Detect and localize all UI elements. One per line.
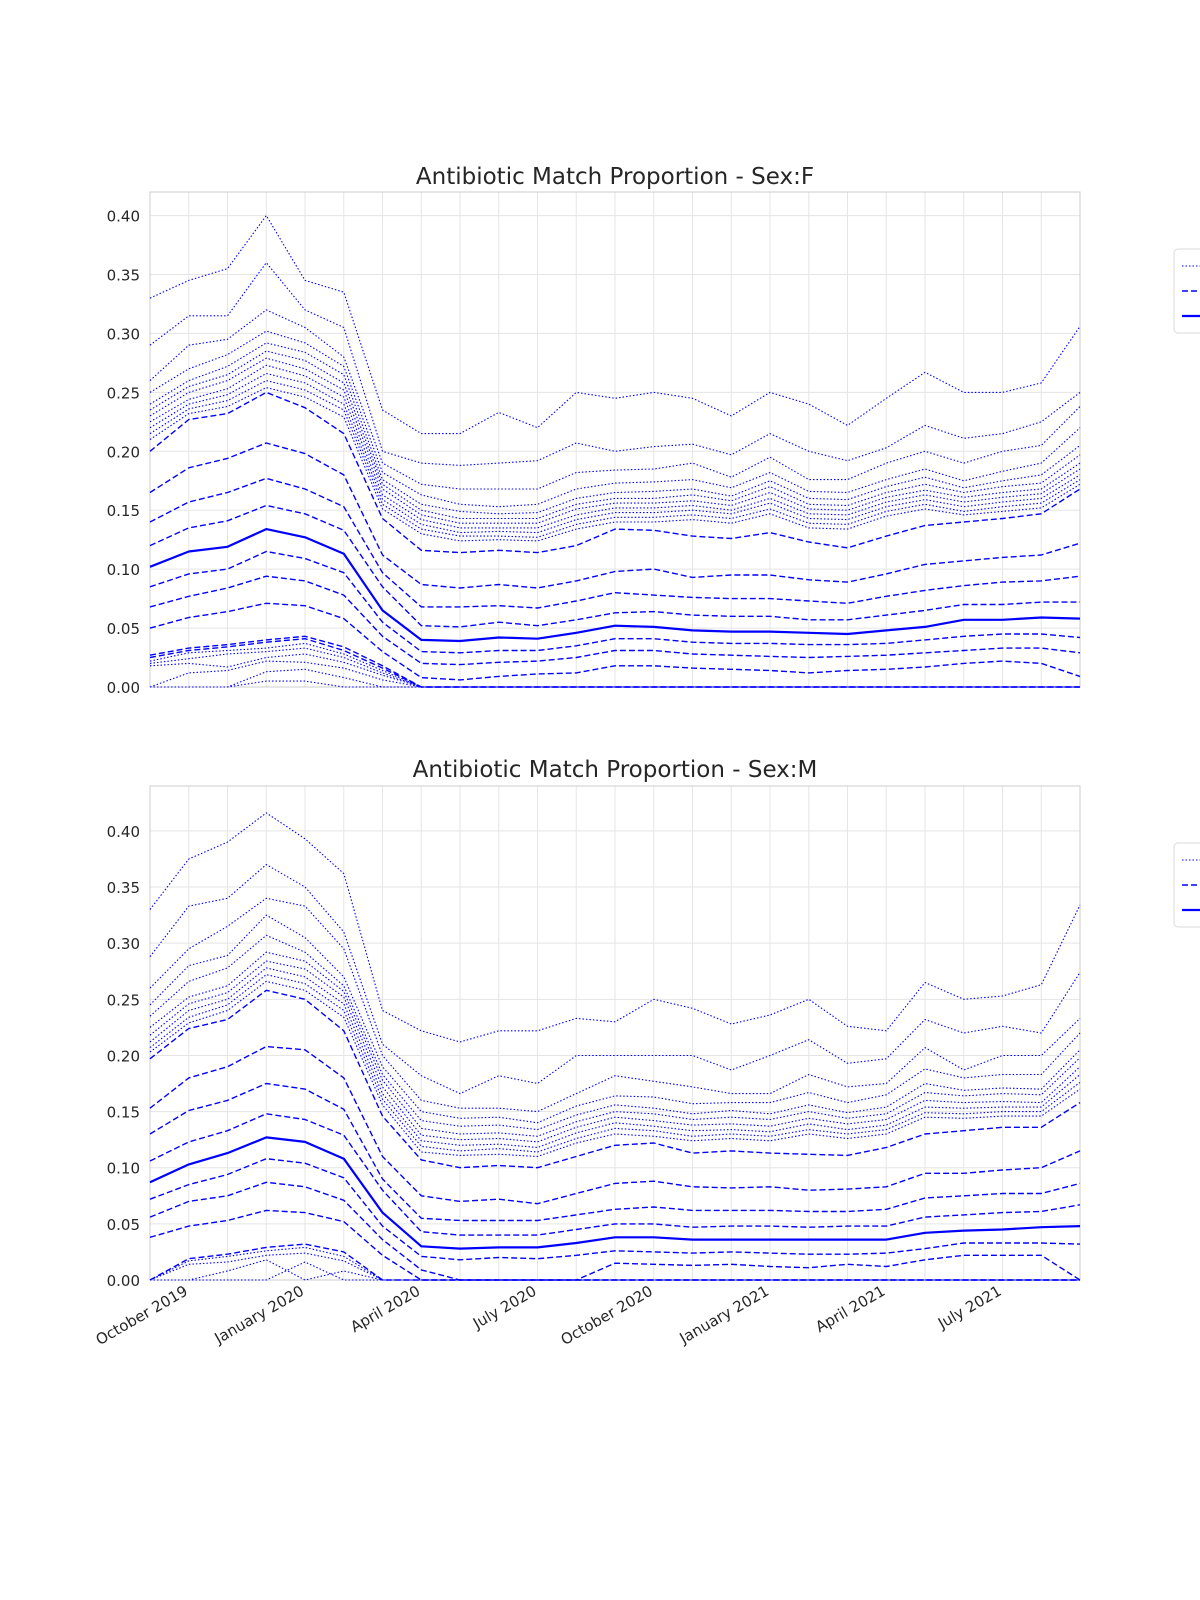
- series-line-2: [149, 864, 1081, 1095]
- y-tick-label: 0.40: [107, 208, 140, 226]
- series-line-11: [149, 989, 1081, 1169]
- series-line-16: [149, 1157, 1081, 1261]
- y-tick-label: 0.00: [107, 1272, 140, 1290]
- series-line-12: [149, 391, 1081, 554]
- y-tick-label: 0.05: [107, 620, 140, 638]
- series-line-1: [149, 812, 1081, 1043]
- series-line-5: [149, 934, 1081, 1131]
- series-line-13: [149, 442, 1081, 589]
- chart-title: Antibiotic Match Proportion - Sex:F: [416, 164, 814, 190]
- grid: [149, 786, 1081, 1281]
- series-line-27: [150, 680, 1080, 688]
- series-line-3: [149, 309, 1081, 490]
- chart-panel-1: 0.00 0.05 0.10 0.15 0.20 0.25 0.30 0.35 0.40 Anti…: [107, 164, 1200, 697]
- y-tick-label: 0.40: [107, 823, 140, 841]
- series-line-3: [149, 897, 1081, 1113]
- series-line-16: [149, 527, 1081, 643]
- series-line-14: [149, 477, 1081, 609]
- series-group: [149, 812, 1081, 1281]
- series-line-8: [149, 967, 1081, 1149]
- chart-title: Antibiotic Match Proportion - Sex:M: [413, 757, 818, 783]
- y-tick-label: 0.35: [107, 879, 140, 897]
- series-line-25: [149, 660, 1080, 688]
- y-tick-label: 0.15: [107, 1104, 140, 1122]
- y-tick-label: 0.30: [107, 325, 140, 343]
- y-tick-label: 0.25: [107, 991, 140, 1009]
- series-line-6: [149, 951, 1081, 1137]
- series-line-4: [149, 914, 1081, 1124]
- series-line-7: [149, 960, 1081, 1143]
- series-line-17: [149, 550, 1081, 654]
- y-tick-label: 0.15: [107, 502, 140, 520]
- y-tick-label: 0.10: [107, 1160, 140, 1178]
- series-line-12: [149, 1045, 1081, 1205]
- series-line-18: [149, 575, 1081, 666]
- y-tick-label: 0.00: [107, 679, 140, 697]
- series-line-15: [149, 504, 1080, 628]
- y-tick-label: 0.20: [107, 1047, 140, 1065]
- series-line-10: [149, 380, 1081, 538]
- series-line-9: [149, 372, 1081, 534]
- series-line-14: [149, 1113, 1081, 1236]
- series-line-22: [150, 1259, 1080, 1281]
- series-line-4: [149, 330, 1081, 508]
- series-line-15: [149, 1136, 1081, 1250]
- y-tick-label: 0.05: [107, 1216, 140, 1234]
- y-tick-label: 0.20: [107, 443, 140, 461]
- series-line-17: [149, 1181, 1081, 1281]
- y-tick-label: 0.35: [107, 267, 140, 285]
- series-line-23: [150, 1261, 1080, 1281]
- series-group: [149, 215, 1081, 688]
- series-line-5: [149, 342, 1081, 515]
- y-tick-label: 0.10: [107, 561, 140, 579]
- legend: [1173, 842, 1200, 928]
- y-tick-label: 0.25: [107, 384, 140, 402]
- series-line-11: [149, 387, 1081, 542]
- series-line-9: [149, 974, 1081, 1153]
- series-line-1: [149, 215, 1081, 435]
- series-line-13: [149, 1082, 1081, 1222]
- legend: [1173, 248, 1200, 334]
- y-tick-label: 0.30: [107, 935, 140, 953]
- series-line-2: [149, 262, 1081, 466]
- series-line-10: [149, 980, 1081, 1158]
- series-line-19: [149, 602, 1081, 681]
